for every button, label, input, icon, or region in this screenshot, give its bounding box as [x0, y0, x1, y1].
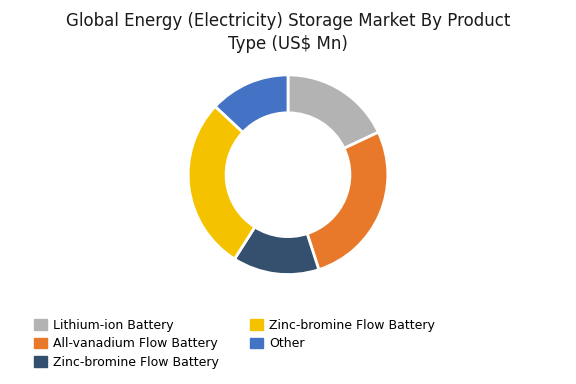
- Text: Global Energy (Electricity) Storage Market By Product
Type (US$ Mn): Global Energy (Electricity) Storage Mark…: [66, 12, 510, 53]
- Wedge shape: [307, 132, 388, 270]
- Wedge shape: [215, 75, 288, 132]
- Legend: Lithium-ion Battery, All-vanadium Flow Battery, Zinc-bromine Flow Battery, Zinc-: Lithium-ion Battery, All-vanadium Flow B…: [29, 314, 440, 374]
- Wedge shape: [288, 75, 378, 148]
- Wedge shape: [188, 106, 255, 259]
- Wedge shape: [234, 227, 319, 275]
